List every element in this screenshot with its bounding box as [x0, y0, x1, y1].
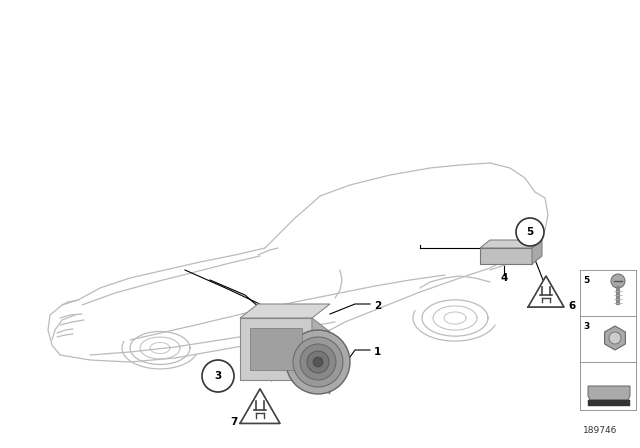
Circle shape	[313, 357, 323, 367]
Text: 7: 7	[230, 417, 238, 427]
Circle shape	[202, 360, 234, 392]
Circle shape	[611, 274, 625, 288]
Circle shape	[516, 218, 544, 246]
Text: 4: 4	[500, 273, 508, 283]
Polygon shape	[250, 328, 302, 370]
Circle shape	[307, 351, 329, 373]
Polygon shape	[588, 400, 630, 406]
Text: 5: 5	[583, 276, 589, 284]
Polygon shape	[605, 326, 625, 350]
Polygon shape	[240, 389, 280, 423]
Text: 3: 3	[214, 371, 221, 381]
Polygon shape	[240, 304, 330, 318]
Text: 189746: 189746	[583, 426, 617, 435]
Circle shape	[286, 330, 350, 394]
Polygon shape	[588, 386, 630, 400]
Polygon shape	[240, 318, 312, 380]
Text: 5: 5	[526, 227, 534, 237]
Polygon shape	[480, 240, 542, 248]
Circle shape	[609, 332, 621, 344]
Polygon shape	[532, 240, 542, 264]
Polygon shape	[312, 318, 330, 394]
Circle shape	[300, 344, 336, 380]
Text: 1: 1	[374, 347, 381, 357]
Polygon shape	[480, 248, 532, 264]
Text: 3: 3	[583, 322, 589, 331]
Text: 2: 2	[374, 301, 381, 311]
Circle shape	[293, 337, 343, 387]
Text: 6: 6	[568, 301, 575, 311]
Polygon shape	[528, 276, 564, 307]
